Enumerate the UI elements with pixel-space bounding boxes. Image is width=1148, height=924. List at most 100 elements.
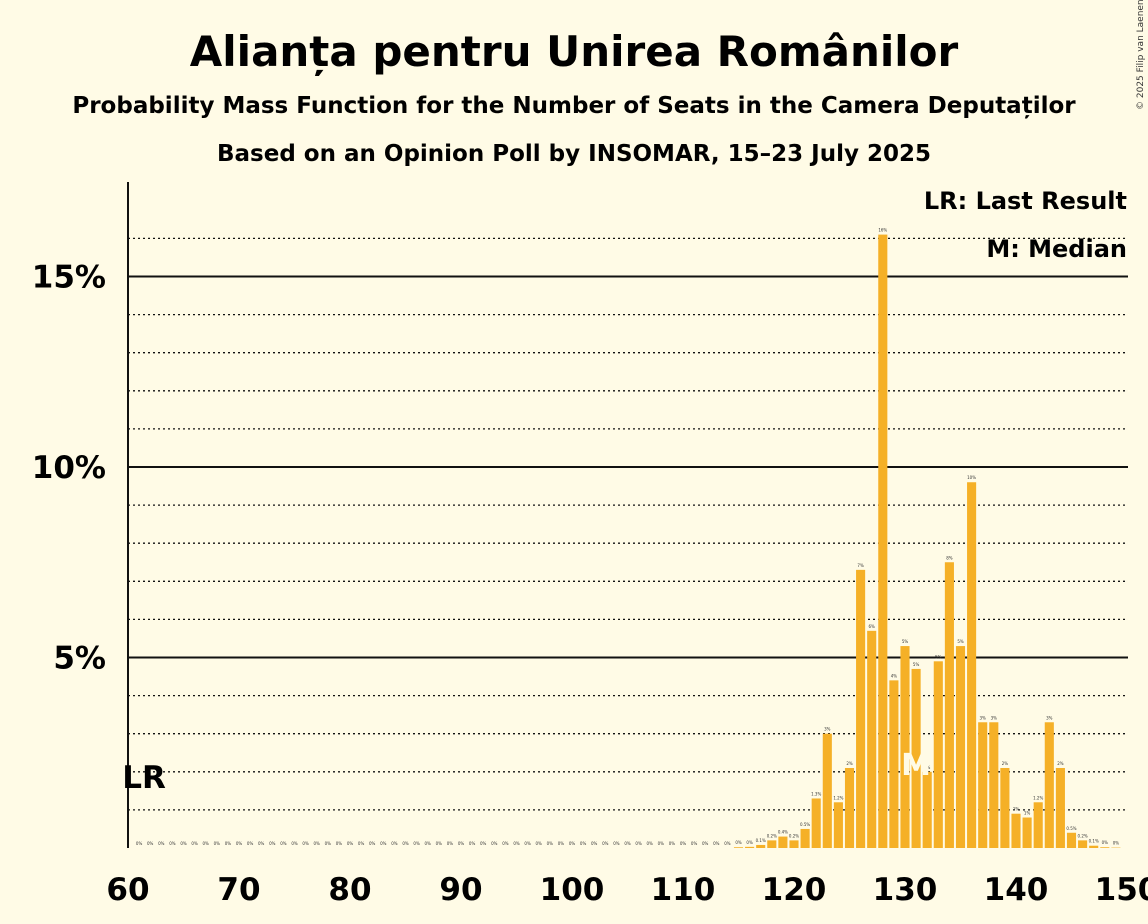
bar-value-label: 0% (702, 841, 709, 846)
bar-value-label: 3% (991, 715, 998, 720)
bar-value-label: 0.2% (1078, 833, 1088, 838)
bar-value-label: 0% (524, 841, 531, 846)
bar-value-label: 0% (580, 841, 587, 846)
seat-bar (822, 733, 832, 848)
bar-value-label: 0% (680, 841, 687, 846)
bar-value-label: 5% (902, 639, 909, 644)
bar-value-label: 1% (1013, 807, 1020, 812)
seat-bar (911, 668, 921, 848)
bar-value-label: 0% (613, 841, 620, 846)
bar-value-label: 0% (447, 841, 454, 846)
bar-value-label: 0% (436, 841, 443, 846)
seat-bar (889, 680, 899, 848)
bar-value-label: 0% (425, 841, 432, 846)
bar-value-label: 0% (391, 841, 398, 846)
bar-value-label: 0% (347, 841, 354, 846)
bar-value-label: 0.4% (778, 830, 788, 835)
bar-value-label: 0.5% (800, 822, 810, 827)
bar-value-label: 0% (325, 841, 332, 846)
bar-value-label: 0% (658, 841, 665, 846)
seat-bar (789, 840, 799, 848)
seat-bar (745, 846, 755, 848)
seat-bar (733, 847, 744, 848)
x-tick-label: 150 (1095, 872, 1148, 908)
y-tick-label: 10% (32, 450, 106, 486)
bar-value-label: 0% (602, 841, 609, 846)
bar-value-label: 1.3% (811, 791, 821, 796)
seat-bar (989, 722, 999, 848)
bar-value-label: 0% (558, 841, 565, 846)
bar-value-label: 3% (824, 727, 831, 732)
chart-subtitle-poll: Based on an Opinion Poll by INSOMAR, 15–… (217, 141, 931, 167)
bar-value-label: 0% (291, 841, 298, 846)
bar-value-label: 0% (1113, 841, 1120, 846)
grid-lines (128, 237, 1128, 811)
bar-value-label: 0% (669, 841, 676, 846)
bar-value-label: 0% (280, 841, 287, 846)
x-tick-label: 100 (540, 872, 605, 908)
y-tick-label: 15% (32, 260, 106, 296)
bar-value-label: 0% (591, 841, 598, 846)
bar-value-label: 0% (302, 841, 309, 846)
bar-value-label: 0% (147, 841, 154, 846)
bar-value-label: 0% (713, 841, 720, 846)
bar-value-labels: 0% 0% 0% 0% 0% 0% 0% 0% 0% 0% 0% 0% 0% 0% 0% 0% 0% 0% 0% 0%… (136, 228, 1119, 846)
seat-bar (967, 482, 977, 848)
bar-value-label: 2% (1002, 761, 1009, 766)
bar-value-label: 0% (458, 841, 465, 846)
seat-bar (778, 836, 788, 848)
chart-subtitle: Probability Mass Function for the Number… (72, 93, 1076, 119)
bar-value-label: 0% (547, 841, 554, 846)
bar-value-label: 1% (1024, 811, 1031, 816)
bar-value-label: 1.2% (1033, 795, 1043, 800)
bar-value-label: 0% (691, 841, 698, 846)
bar-value-label: 0% (158, 841, 165, 846)
seat-bar (1066, 832, 1077, 848)
bar-value-label: 5% (913, 662, 920, 667)
bar-value-label: 0% (258, 841, 265, 846)
seat-bar (1011, 813, 1021, 848)
seat-bar (844, 767, 855, 848)
bar-value-label: 0.2% (767, 833, 777, 838)
y-axis-ticks: 5% 10% 15% (32, 260, 106, 677)
seat-bar (1000, 767, 1010, 848)
bar-value-label: 0% (502, 841, 509, 846)
bar-value-label: 0.2% (789, 833, 799, 838)
seat-bar (811, 798, 821, 848)
bar-value-label: 0% (191, 841, 198, 846)
seat-bar (955, 646, 966, 848)
seat-bar (856, 569, 866, 848)
bar-value-label: 10% (967, 475, 976, 480)
seat-bar (1033, 802, 1043, 848)
seat-bar (900, 646, 910, 848)
bar-value-label: 3% (1046, 715, 1053, 720)
bar-value-label: 0% (380, 841, 387, 846)
bars (733, 234, 1121, 849)
bar-value-label: 0% (247, 841, 254, 846)
bar-value-label: 0% (203, 841, 210, 846)
bar-value-label: 7% (857, 563, 864, 568)
legend-median: M: Median (986, 235, 1127, 263)
bar-value-label: 0% (236, 841, 243, 846)
bar-value-label: 1.2% (833, 795, 843, 800)
bar-value-label: 0% (314, 841, 321, 846)
bar-value-label: 0% (480, 841, 487, 846)
seat-bar (1044, 722, 1054, 848)
bar-value-label: 2% (924, 765, 931, 770)
seat-bar (833, 802, 843, 848)
bar-value-label: 0% (225, 841, 232, 846)
bar-value-label: 16% (878, 228, 887, 233)
seat-bar (800, 828, 810, 848)
seat-bar (767, 840, 777, 848)
bar-value-label: 0% (647, 841, 654, 846)
median-marker: M (901, 748, 931, 783)
seat-bar (1022, 817, 1032, 848)
bar-value-label: 0% (180, 841, 187, 846)
x-tick-label: 110 (651, 872, 716, 908)
bar-value-label: 0% (369, 841, 376, 846)
bar-value-label: 0% (269, 841, 276, 846)
legend-last-result: LR: Last Result (924, 187, 1127, 215)
bar-value-label: 5% (935, 654, 942, 659)
bar-value-label: 0.1% (1089, 839, 1099, 844)
bar-value-label: 6% (869, 624, 876, 629)
